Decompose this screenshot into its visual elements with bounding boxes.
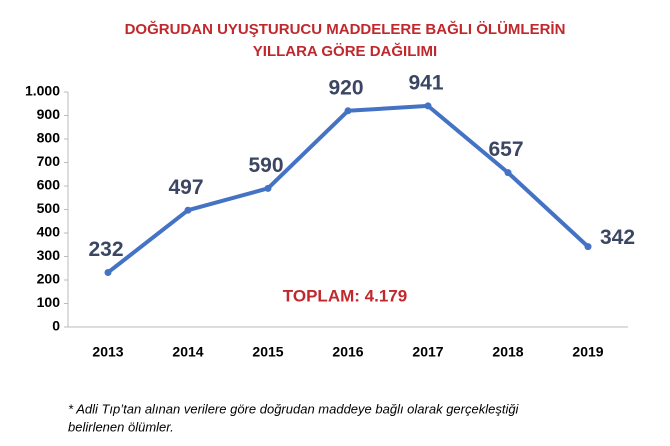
footnote: * Adli Tıp’tan alınan verilere göre doğr… [68, 401, 520, 416]
y-tick-label: 500 [37, 200, 61, 216]
data-point [504, 169, 512, 177]
x-tick-label: 2019 [572, 344, 603, 360]
x-tick-label: 2017 [412, 344, 443, 360]
data-point [584, 243, 592, 251]
data-point [264, 184, 272, 192]
data-label: 232 [88, 238, 123, 261]
x-tick-label: 2014 [172, 344, 203, 360]
data-point [104, 268, 112, 276]
data-label: 590 [248, 154, 283, 177]
x-tick-label: 2016 [332, 344, 363, 360]
y-tick-label: 700 [37, 153, 61, 169]
data-point [424, 102, 432, 110]
data-label: 342 [600, 226, 635, 249]
y-tick-label: 900 [37, 106, 61, 122]
y-tick-label: 200 [37, 271, 61, 287]
data-label: 657 [488, 138, 523, 161]
y-tick-label: 800 [37, 130, 61, 146]
y-tick-label: 1.000 [25, 83, 60, 99]
y-tick-label: 300 [37, 247, 61, 263]
data-label: 941 [408, 71, 443, 94]
data-label: 920 [328, 76, 363, 99]
data-point [184, 206, 192, 214]
x-tick-label: 2018 [492, 344, 523, 360]
y-tick-label: 0 [52, 318, 60, 334]
y-tick-label: 600 [37, 177, 61, 193]
footnote: belirlenen ölümler. [68, 419, 174, 434]
chart-title: YILLARA GÖRE DAĞILIMI [253, 42, 437, 60]
data-point [344, 107, 352, 115]
data-label: 497 [168, 176, 203, 199]
y-tick-label: 400 [37, 224, 61, 240]
x-tick-label: 2013 [92, 344, 123, 360]
y-tick-label: 100 [37, 294, 61, 310]
x-tick-label: 2015 [252, 344, 283, 360]
chart-title: DOĞRUDAN UYUŞTURUCU MADDELERE BAĞLI ÖLÜM… [125, 20, 566, 38]
annotation: TOPLAM: 4.179 [283, 286, 407, 305]
